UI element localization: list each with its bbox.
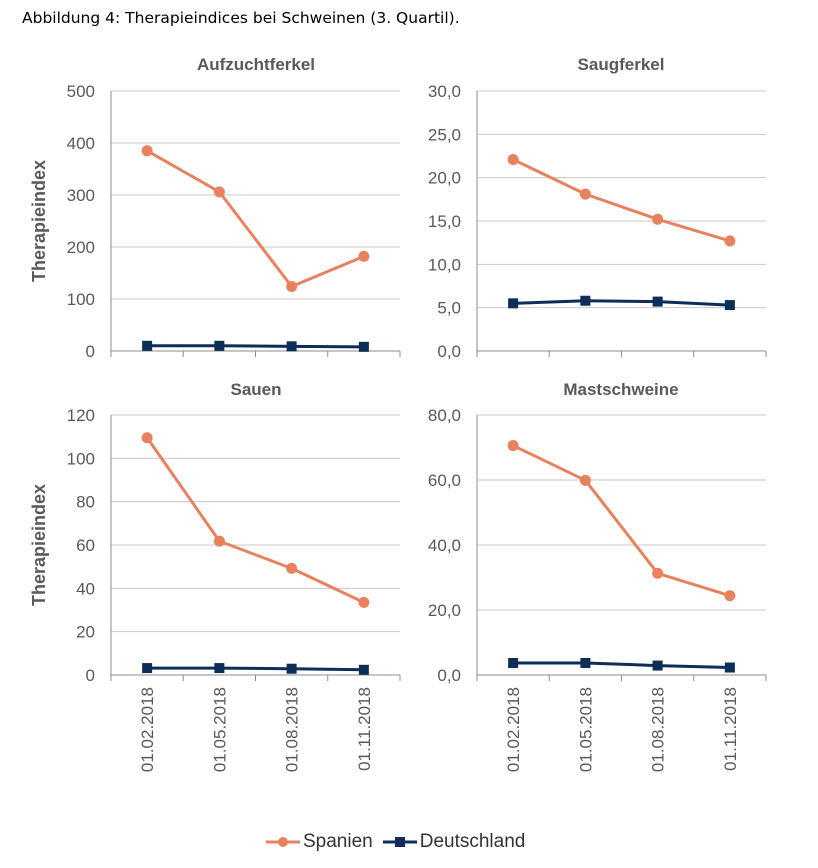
y-tick-label: 30,0: [428, 82, 461, 101]
x-tick-label: 01.05.2018: [210, 687, 229, 772]
data-point-deutschland: [580, 657, 591, 668]
panel-title: Sauen: [230, 380, 281, 399]
chart-aufzuchtferkel: Aufzuchtferkel 0 100 200 300 400 500 Therapiein…: [29, 55, 401, 361]
legend-label-spanien: Spanien: [303, 831, 373, 852]
x-tick-label: 01.05.2018: [576, 687, 595, 772]
y-tick-label: 80,0: [428, 406, 461, 425]
y-tick-label: 10,0: [428, 255, 461, 274]
data-point-deutschland: [508, 298, 519, 309]
legend-item-spanien: Spanien: [266, 831, 373, 853]
y-tick-label: 80: [76, 493, 95, 512]
series-line-spanien: [145, 436, 365, 604]
y-tick-label: 300: [67, 186, 95, 205]
y-tick-label: 15,0: [428, 212, 461, 231]
x-tick-label: 01.02.2018: [504, 687, 523, 772]
data-point-deutschland: [724, 300, 735, 311]
chart-sauen: Sauen 0 20 40 60 80 100 120 Therapieindex 01.02.2…: [29, 380, 401, 772]
y-tick-label: 60,0: [428, 471, 461, 490]
series-line-spanien: [512, 158, 731, 243]
series-line-deutschland: [513, 299, 730, 307]
data-point-deutschland: [652, 660, 663, 671]
data-point-spanien: [579, 188, 591, 200]
y-axis-label: Therapieindex: [29, 484, 49, 606]
y-tick-label: 5,0: [437, 299, 461, 318]
y-tick-label: 25,0: [428, 125, 461, 144]
panel-title: Mastschweine: [563, 380, 678, 399]
figure-title: Abbildung 4: Therapieindices bei Schwein…: [22, 9, 460, 27]
series-line-spanien: [512, 444, 731, 598]
data-point-spanien: [286, 281, 298, 293]
y-tick-label: 100: [67, 449, 95, 468]
y-tick-label: 60: [76, 536, 95, 555]
data-point-deutschland: [580, 295, 591, 306]
data-point-deutschland: [142, 340, 153, 351]
data-point-deutschland: [286, 341, 297, 352]
data-point-spanien: [507, 440, 519, 452]
data-point-spanien: [213, 186, 225, 198]
data-point-spanien: [213, 535, 225, 547]
data-point-spanien: [724, 235, 736, 247]
y-tick-label: 0: [86, 666, 95, 685]
y-tick-label: 0,0: [437, 666, 461, 685]
chart-saugferkel: Saugferkel 0,0 5,0 10,0 15,0 20,0 25,0 30,0: [428, 55, 767, 361]
legend-marker-spanien: [266, 837, 300, 847]
x-tick-label: 01.02.2018: [138, 687, 157, 772]
y-tick-label: 40: [76, 579, 95, 598]
x-tick-label: 01.08.2018: [649, 687, 668, 772]
y-tick-label: 20,0: [428, 601, 461, 620]
y-tick-label: 0,0: [437, 342, 461, 361]
legend: Spanien Deutschland: [266, 830, 535, 854]
y-tick-label: 120: [67, 406, 95, 425]
series-line-spanien: [146, 149, 365, 289]
data-point-spanien: [652, 213, 664, 225]
series-line-deutschland: [513, 661, 730, 670]
series-line-deutschland: [147, 344, 364, 349]
y-tick-label: 500: [67, 82, 95, 101]
y-tick-label: 20,0: [428, 169, 461, 188]
x-tick-label: 01.08.2018: [283, 687, 302, 772]
data-point-deutschland: [142, 663, 153, 674]
data-point-deutschland: [652, 296, 663, 307]
data-point-spanien: [358, 596, 370, 608]
y-tick-label: 200: [67, 238, 95, 257]
data-point-deutschland: [286, 663, 297, 674]
legend-marker-deutschland: [382, 837, 417, 847]
legend-label-deutschland: Deutschland: [419, 831, 526, 852]
series-line-deutschland: [147, 666, 364, 672]
panel-title: Saugferkel: [578, 55, 665, 74]
panel-title: Aufzuchtferkel: [197, 55, 315, 74]
data-point-spanien: [724, 590, 736, 602]
data-point-spanien: [286, 562, 298, 574]
y-tick-label: 100: [67, 290, 95, 309]
y-tick-label: 0: [86, 342, 95, 361]
data-point-spanien: [141, 432, 153, 444]
data-point-deutschland: [358, 664, 369, 675]
data-point-deutschland: [214, 340, 225, 351]
y-tick-label: 20: [76, 623, 95, 642]
data-point-spanien: [652, 567, 664, 579]
x-tick-label: 01.11.2018: [355, 687, 374, 771]
x-tick-label: 01.11.2018: [721, 687, 740, 771]
data-point-deutschland: [724, 662, 735, 673]
data-point-spanien: [358, 250, 370, 262]
y-tick-label: 40,0: [428, 536, 461, 555]
data-point-spanien: [507, 153, 519, 165]
data-point-deutschland: [214, 663, 225, 674]
chart-mastschweine: Mastschweine 0,0 20,0 40,0 60,0 80,0 01.02.201…: [428, 380, 767, 772]
data-point-deutschland: [358, 341, 369, 352]
data-point-spanien: [579, 474, 591, 486]
y-axis-label: Therapieindex: [29, 160, 49, 282]
data-point-spanien: [141, 145, 153, 157]
legend-item-deutschland: Deutschland: [382, 831, 526, 853]
y-tick-label: 400: [67, 134, 95, 153]
data-point-deutschland: [508, 657, 519, 668]
